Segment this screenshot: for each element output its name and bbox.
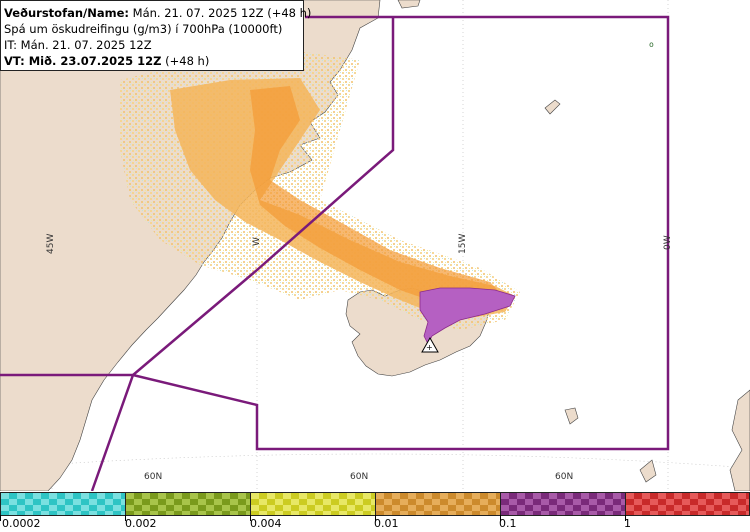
legend-label-3: 0.01 [374,517,399,530]
shetland-islands [639,459,657,483]
legend-tick [625,515,626,521]
info-vt-label: VT: Mið. 23.07.2025 12Z [4,54,162,68]
legend-label-5: 1 [624,517,631,530]
legend-tick [125,515,126,521]
legend-label-1: 0.002 [125,517,157,530]
lat-label-60n-c: 60N [555,472,574,482]
volcano-triangle-icon [421,336,439,353]
legend-swatch-olive [125,492,251,516]
lat-label-60n-b: 60N [350,472,369,482]
lon-label-0w: 0W [663,235,673,250]
lat-label-60n-a: 60N [144,472,163,482]
svalbard-edge [397,0,421,9]
forecast-info-box: Veðurstofan/Name: Mán. 21. 07. 2025 12Z … [0,0,311,71]
info-line-vt: VT: Mið. 23.07.2025 12Z (+48 h) [4,53,303,69]
volcano-marker-label: + [426,343,433,352]
legend-label-2: 0.004 [250,517,282,530]
legend-swatch-orange [375,492,501,516]
ash-plume-high [419,287,516,345]
info-description: Spá um öskudreifingu (g/m3) í 700hPa (10… [4,22,283,36]
legend-label-4: 0.1 [499,517,517,530]
fir-boundary [0,15,670,492]
ash-plume-orange-core [250,86,505,308]
info-vt-offset: (+48 h) [165,54,210,68]
legend-tick [0,515,1,521]
legend-tick [250,515,251,521]
legend-tick [500,515,501,521]
faroe-islands [564,407,579,425]
info-issued: Mán. 21. 07. 2025 12Z (+48 h) [132,6,312,20]
lon-label-15w: 15W [458,233,468,254]
legend-label-0: 0.0002 [2,517,41,530]
norway-coast [729,389,750,492]
lon-label-45w: 45W [46,233,56,254]
info-it-line: IT: Mán. 21. 07. 2025 12Z [4,38,152,52]
concentration-legend: 0.0002 0.002 0.004 0.01 0.1 1 [0,491,750,532]
legend-swatch-cyan [0,492,126,516]
info-line-source: Veðurstofan/Name: Mán. 21. 07. 2025 12Z … [4,5,311,21]
legend-swatch-purple [500,492,626,516]
info-source-label: Veðurstofan/Name: [4,6,129,20]
jan-mayen-island [544,99,561,115]
legend-swatch-red [625,492,750,516]
sea-marker: o [649,40,654,49]
legend-swatch-yellow [250,492,376,516]
legend-tick [375,515,376,521]
lon-label-30w: W [252,237,262,246]
